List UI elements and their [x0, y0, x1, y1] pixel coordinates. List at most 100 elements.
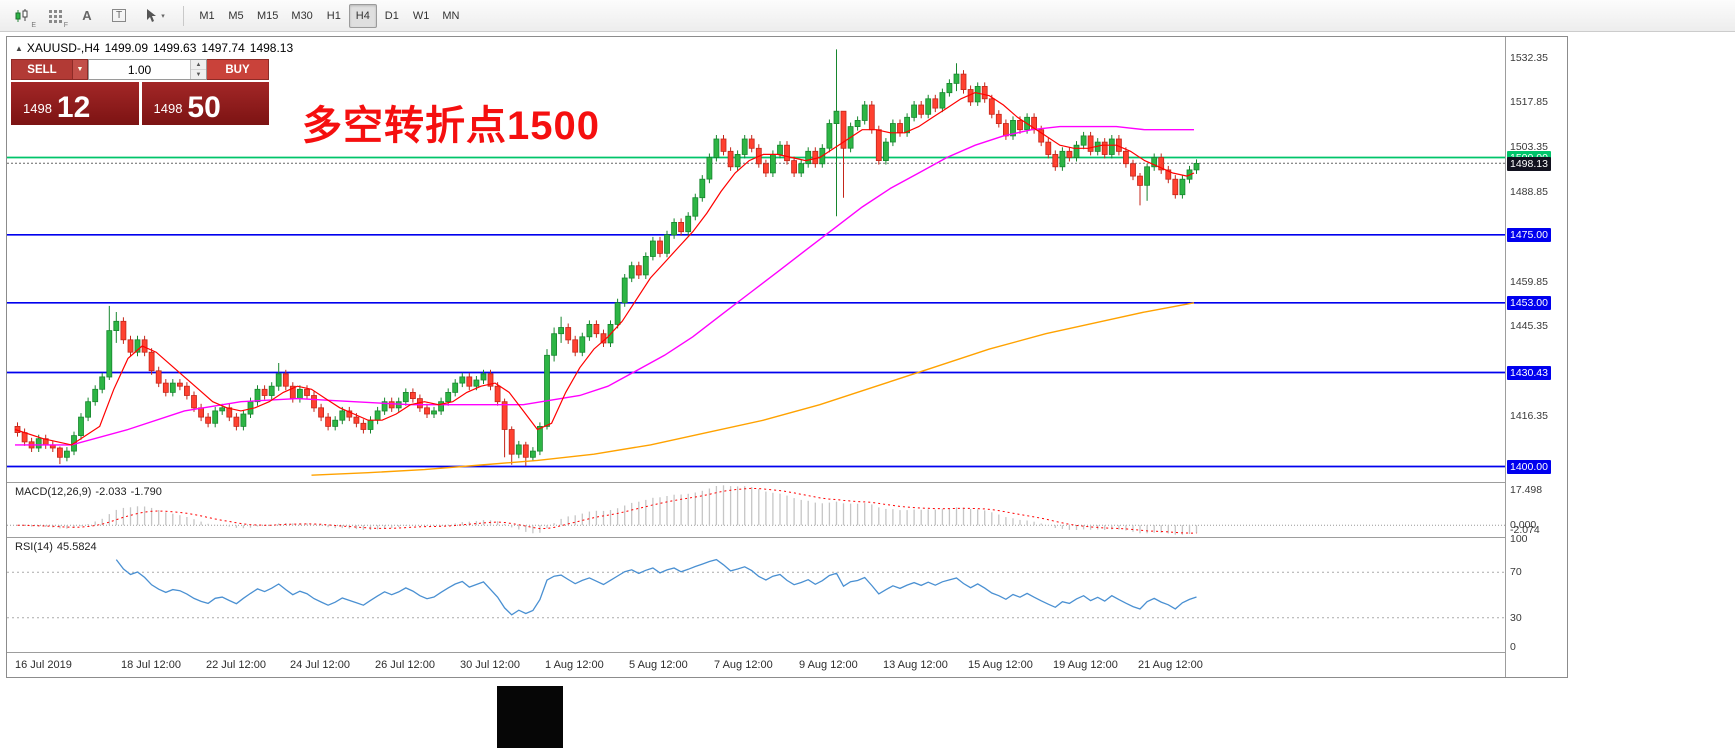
candles[interactable]	[14, 49, 1200, 466]
volume-dropdown-button[interactable]: ▼	[73, 59, 88, 80]
pane-divider[interactable]	[7, 482, 1567, 483]
ohlc-header: ▲ XAUUSD-,H4 1499.09 1499.63 1497.74 1498.13	[15, 41, 298, 55]
text-tool-icon[interactable]: A	[72, 3, 102, 29]
candlestick-icon	[15, 8, 28, 22]
timeframe-m1[interactable]: M1	[193, 4, 221, 28]
macd-axis-label: 0.000	[1510, 519, 1537, 532]
time-label: 30 Jul 12:00	[460, 659, 520, 671]
price-tick: 1416.35	[1510, 410, 1548, 423]
macd-signal-line	[17, 487, 1197, 534]
background-window-fragment	[497, 686, 563, 748]
ohlc-low: 1497.74	[201, 41, 245, 55]
timeframe-group: M1 M5 M15 M30 H1 H4 D1 W1 MN	[193, 3, 465, 28]
timeframe-m30[interactable]: M30	[285, 4, 318, 28]
price-tick: 1517.85	[1510, 96, 1548, 109]
time-axis[interactable]: 16 Jul 2019 18 Jul 12:00 22 Jul 12:00 24 Ju…	[7, 653, 1505, 677]
rsi-axis-label: 100	[1510, 533, 1528, 545]
ma-slow-orange[interactable]	[311, 302, 1195, 476]
pane-divider[interactable]	[7, 537, 1567, 538]
macd-value-signal: -1.790	[130, 486, 162, 498]
draw-tool-caret-icon: ▾	[161, 12, 165, 20]
rsi-header: RSI(14) 45.5824	[15, 541, 101, 553]
rsi-chart-canvas[interactable]	[7, 538, 1505, 652]
time-label: 5 Aug 12:00	[629, 659, 688, 671]
bid-price-pips: 12	[56, 90, 91, 124]
timeframe-mn[interactable]: MN	[436, 4, 465, 28]
chart-style-sub-label: E	[31, 21, 36, 29]
price-pane	[7, 37, 1505, 482]
sell-button[interactable]: SELL	[11, 59, 73, 80]
volume-box: 1.00 ▲ ▼	[88, 59, 207, 80]
volume-stepper: ▲ ▼	[190, 60, 206, 79]
macd-value-main: -2.033	[95, 486, 127, 498]
rsi-pane: RSI(14) 45.5824	[7, 538, 1505, 652]
price-axis[interactable]: 1532.35 1517.85 1503.35 1488.85 1459.85 1445.…	[1505, 37, 1567, 677]
price-tick: 1532.35	[1510, 51, 1548, 64]
timeframe-h4[interactable]: H4	[348, 3, 377, 28]
rsi-value: 45.5824	[56, 541, 97, 553]
chart-style-icon[interactable]: E	[8, 3, 38, 29]
timeframe-h1[interactable]: H1	[320, 4, 348, 28]
timeframe-w1[interactable]: W1	[407, 4, 436, 28]
time-label: 24 Jul 12:00	[290, 659, 350, 671]
price-tick: 1445.35	[1510, 320, 1548, 333]
draw-tool-icon[interactable]: ▾	[136, 3, 174, 29]
price-chart-canvas[interactable]	[7, 37, 1505, 482]
time-label: 21 Aug 12:00	[1138, 659, 1203, 671]
ma-mid-magenta[interactable]	[15, 125, 1194, 446]
rsi-line	[115, 558, 1197, 616]
level-label-blue: 1430.43	[1507, 365, 1551, 380]
level-label-blue: 1453.00	[1507, 295, 1551, 310]
time-label: 19 Aug 12:00	[1053, 659, 1118, 671]
ma-fast-red[interactable]	[14, 91, 1195, 446]
pane-divider[interactable]	[7, 652, 1567, 653]
ask-price-panel[interactable]: 1498 50	[141, 82, 269, 125]
toolbar: E F A T ▾ M1 M5 M15 M30 H1 H4 D1 W1 MN	[0, 0, 1735, 32]
grid-icon[interactable]: F	[40, 3, 70, 29]
timeframe-m5[interactable]: M5	[222, 4, 250, 28]
toolbar-separator	[183, 5, 184, 26]
price-tick: 1488.85	[1510, 185, 1548, 198]
rsi-axis-label: 70	[1510, 566, 1522, 579]
textbox-tool-icon[interactable]: T	[104, 3, 134, 29]
volume-up-icon[interactable]: ▲	[191, 60, 206, 70]
grid-glyph-icon	[49, 9, 62, 23]
price-tick: 1503.35	[1510, 141, 1548, 154]
time-label: 7 Aug 12:00	[714, 659, 773, 671]
timeframe-m15[interactable]: M15	[251, 4, 284, 28]
time-label: 22 Jul 12:00	[206, 659, 266, 671]
macd-header: MACD(12,26,9) -2.033 -1.790	[15, 486, 166, 498]
one-click-trade-panel: SELL ▼ 1.00 ▲ ▼ BUY 1498 12 1498 50	[11, 59, 269, 125]
level-label-blue: 1475.00	[1507, 227, 1551, 242]
ohlc-open: 1499.09	[104, 41, 148, 55]
time-label: 26 Jul 12:00	[375, 659, 435, 671]
text-tool-glyph: A	[82, 8, 92, 23]
macd-histogram	[23, 485, 1198, 535]
timeframe-d1[interactable]: D1	[378, 4, 406, 28]
macd-chart-canvas[interactable]	[7, 483, 1505, 537]
level-label-blue: 1400.00	[1507, 459, 1551, 474]
rsi-axis-label: 0	[1510, 641, 1516, 653]
chart-window: ▲ XAUUSD-,H4 1499.09 1499.63 1497.74 1498.13 …	[6, 36, 1568, 678]
time-label: 18 Jul 12:00	[121, 659, 181, 671]
collapse-indicator-icon[interactable]: ▲	[15, 44, 23, 53]
macd-axis-label: -2.074	[1510, 523, 1540, 536]
cursor-arrow-icon	[147, 9, 157, 22]
ohlc-high: 1499.63	[153, 41, 197, 55]
rsi-axis-label: 30	[1510, 611, 1522, 624]
bid-price-panel[interactable]: 1498 12	[11, 82, 139, 125]
chart-annotation-text: 多空转折点1500	[302, 104, 600, 148]
ask-price-pips: 50	[187, 90, 221, 124]
current-bid-label: 1498.13	[1507, 157, 1551, 172]
buy-button[interactable]: BUY	[207, 59, 269, 80]
ask-price-main: 1498	[153, 101, 183, 116]
volume-down-icon[interactable]: ▼	[191, 70, 206, 79]
rsi-label: RSI(14)	[15, 541, 53, 553]
time-label: 15 Aug 12:00	[968, 659, 1033, 671]
time-label: 13 Aug 12:00	[883, 659, 948, 671]
macd-pane: MACD(12,26,9) -2.033 -1.790	[7, 483, 1505, 537]
price-tick: 1459.85	[1510, 275, 1548, 288]
volume-input[interactable]: 1.00	[127, 62, 152, 77]
textbox-glyph: T	[111, 9, 127, 22]
time-label: 16 Jul 2019	[15, 659, 72, 671]
